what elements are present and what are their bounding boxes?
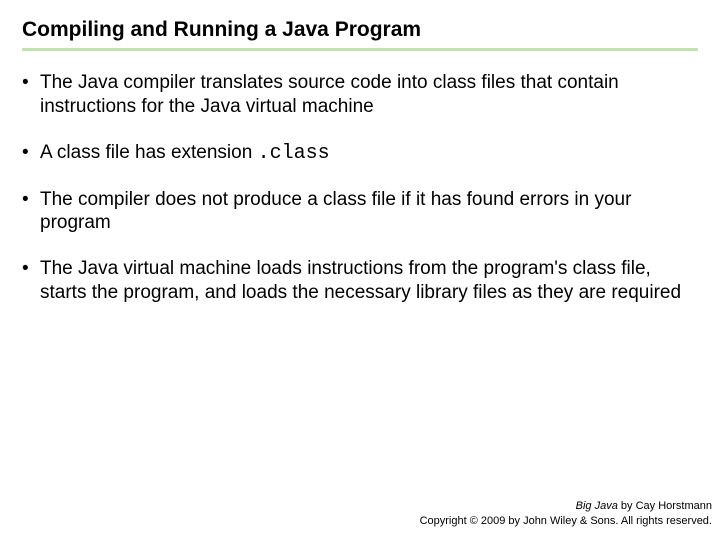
bullet-list: The Java compiler translates source code… xyxy=(22,71,698,305)
book-title: Big Java xyxy=(576,500,618,512)
slide-title: Compiling and Running a Java Program xyxy=(22,18,698,51)
bullet-item: The Java virtual machine loads instructi… xyxy=(22,257,698,305)
bullet-text: The Java virtual machine loads instructi… xyxy=(40,258,681,303)
bullet-item: The compiler does not produce a class fi… xyxy=(22,188,698,236)
bullet-text: The Java compiler translates source code… xyxy=(40,72,619,117)
author-text: by Cay Horstmann xyxy=(618,500,712,512)
code-text: .class xyxy=(258,142,330,165)
footer-line-1: Big Java by Cay Horstmann xyxy=(420,499,712,513)
slide-container: Compiling and Running a Java Program The… xyxy=(0,0,720,540)
footer-line-2: Copyright © 2009 by John Wiley & Sons. A… xyxy=(420,514,712,528)
slide-footer: Big Java by Cay Horstmann Copyright © 20… xyxy=(420,499,712,528)
bullet-text: The compiler does not produce a class fi… xyxy=(40,189,631,234)
bullet-item: A class file has extension .class xyxy=(22,141,698,166)
bullet-item: The Java compiler translates source code… xyxy=(22,71,698,119)
bullet-text: A class file has extension xyxy=(40,142,258,163)
